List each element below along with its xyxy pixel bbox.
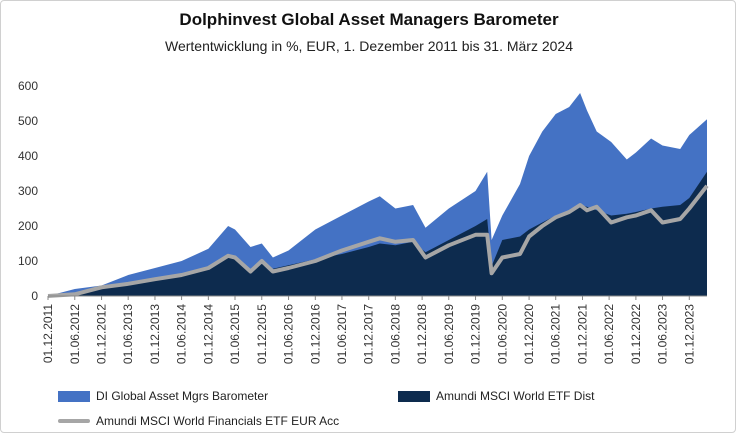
y-tick-label: 300 bbox=[18, 184, 38, 198]
x-tick-label: 01.06.2020 bbox=[495, 304, 509, 364]
x-tick-label: 01.12.2015 bbox=[255, 304, 269, 364]
x-tick-label: 01.06.2014 bbox=[175, 304, 189, 364]
x-tick-label: 01.12.2011 bbox=[41, 304, 55, 363]
x-tick-label: 01.12.2013 bbox=[148, 304, 162, 364]
x-tick-label: 01.06.2015 bbox=[228, 304, 242, 364]
x-tick-label: 01.06.2016 bbox=[282, 304, 296, 364]
series-area-msci-world bbox=[48, 171, 707, 296]
series-line-msci-financials bbox=[47, 184, 709, 298]
legend-label-msci-world: Amundi MSCI World ETF Dist bbox=[436, 389, 595, 403]
chart-title: Dolphinvest Global Asset Managers Barome… bbox=[179, 10, 559, 29]
x-tick-label: 01.06.2018 bbox=[388, 304, 402, 364]
x-tick-label: 01.06.2023 bbox=[656, 304, 670, 364]
y-tick-label: 600 bbox=[18, 79, 38, 93]
y-tick-label: 400 bbox=[18, 149, 38, 163]
legend-swatch-msci-world bbox=[398, 390, 430, 402]
x-tick-label: 01.12.2017 bbox=[362, 304, 376, 364]
x-tick-label: 01.06.2021 bbox=[549, 304, 563, 364]
legend-label-msci-financials: Amundi MSCI World Financials ETF EUR Acc bbox=[96, 414, 340, 428]
y-tick-label: 0 bbox=[31, 289, 38, 303]
x-tick-label: 01.06.2022 bbox=[602, 304, 616, 364]
x-tick-label: 01.06.2017 bbox=[335, 304, 349, 364]
x-tick-label: 01.06.2019 bbox=[442, 304, 456, 364]
x-tick-label: 01.12.2022 bbox=[629, 304, 643, 364]
x-tick-label: 01.12.2012 bbox=[95, 304, 109, 364]
x-tick-label: 01.12.2014 bbox=[201, 304, 215, 364]
y-tick-label: 100 bbox=[18, 254, 38, 268]
x-tick-label: 01.06.2013 bbox=[121, 304, 135, 364]
legend-swatch-msci-financials bbox=[58, 419, 90, 423]
legend-swatch-di-barometer bbox=[58, 390, 90, 402]
x-tick-label: 01.06.2012 bbox=[68, 304, 82, 364]
x-tick-label: 01.12.2023 bbox=[682, 304, 696, 364]
x-tick-label: 01.12.2016 bbox=[308, 304, 322, 364]
x-tick-label: 01.12.2018 bbox=[415, 304, 429, 364]
x-tick-label: 01.12.2019 bbox=[469, 304, 483, 364]
y-tick-label: 500 bbox=[18, 114, 38, 128]
x-tick-label: 01.12.2021 bbox=[575, 304, 589, 364]
legend-item-msci-world: Amundi MSCI World ETF Dist bbox=[398, 389, 594, 403]
legend-label-di-barometer: DI Global Asset Mgrs Barometer bbox=[96, 389, 269, 403]
y-tick-label: 200 bbox=[18, 219, 38, 233]
x-tick-label: 01.12.2020 bbox=[522, 304, 536, 364]
chart-subtitle: Wertentwicklung in %, EUR, 1. Dezember 2… bbox=[164, 38, 573, 54]
legend-item-msci-financials: Amundi MSCI World Financials ETF EUR Acc bbox=[58, 414, 339, 428]
legend-item-di-barometer: DI Global Asset Mgrs Barometer bbox=[58, 389, 268, 403]
